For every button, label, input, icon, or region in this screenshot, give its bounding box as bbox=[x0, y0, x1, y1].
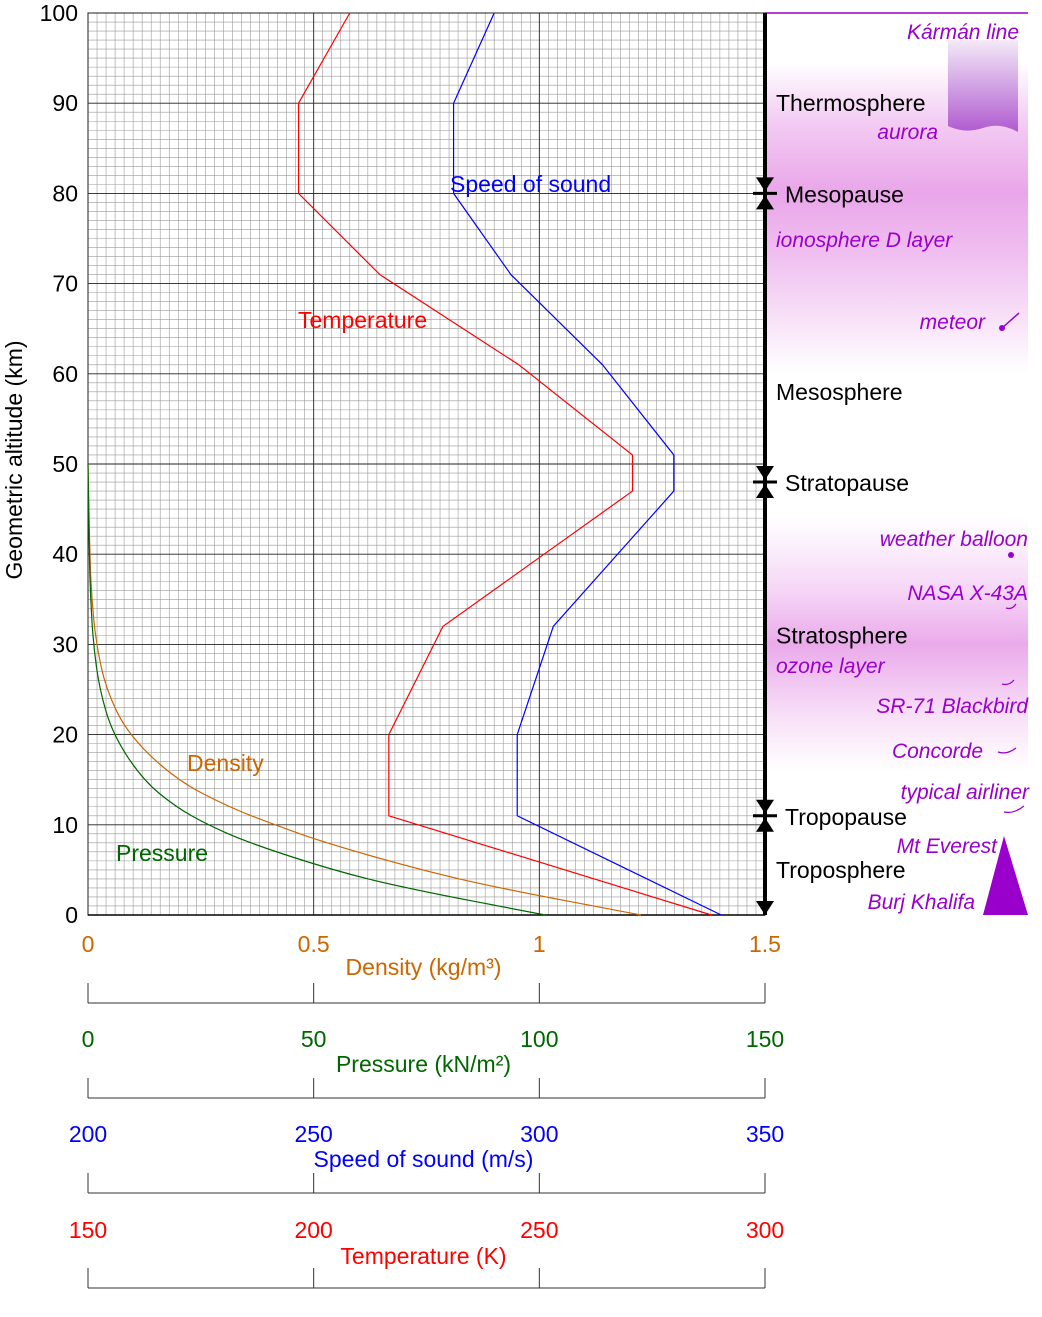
y-tick-label: 80 bbox=[52, 180, 78, 206]
annotation-label: Kármán line bbox=[907, 21, 1019, 44]
mt-everest-icon bbox=[983, 836, 1028, 915]
series-line-temperature bbox=[297, 12, 712, 916]
series-line-density bbox=[87, 463, 641, 916]
meteor-dot-icon bbox=[999, 325, 1005, 331]
layer-label: Mesosphere bbox=[776, 379, 903, 405]
layer-band-fill bbox=[765, 13, 1028, 915]
x-axis-pressure: 0 50 100 150 Pressure (kN/m²) bbox=[82, 1026, 784, 1099]
annotation-label: Concorde bbox=[892, 740, 983, 763]
x-axis-density: 0 0.5 1 1.5 Density (kg/m³) bbox=[82, 931, 781, 1004]
airliner-icon bbox=[1003, 805, 1025, 813]
boundary-label: Stratopause bbox=[785, 470, 909, 496]
y-tick-label: 90 bbox=[52, 90, 78, 116]
series-label-pressure: Pressure bbox=[116, 840, 208, 866]
x-axis-bracket bbox=[87, 983, 766, 1004]
x-axis-speed-of-sound: 200 250 300 350 Speed of sound (m/s) bbox=[69, 1121, 784, 1194]
annotation-label: Mt Everest bbox=[897, 835, 999, 858]
series-label-temperature: Temperature bbox=[298, 307, 427, 333]
altitude-arrow-bottom bbox=[756, 901, 774, 915]
x-tick-label: 100 bbox=[520, 1026, 558, 1052]
sr71-icon bbox=[1001, 679, 1015, 686]
annotation-label: NASA X-43A bbox=[907, 582, 1028, 605]
y-tick-label: 50 bbox=[52, 451, 78, 477]
x-axis-bracket bbox=[87, 1268, 766, 1289]
x-axis-label: Speed of sound (m/s) bbox=[314, 1146, 534, 1172]
x-axis-label: Temperature (K) bbox=[340, 1243, 506, 1269]
y-tick-label: 20 bbox=[52, 722, 78, 748]
annotation-label: weather balloon bbox=[880, 528, 1028, 551]
series-line-pressure bbox=[87, 463, 546, 916]
annotation-label: meteor bbox=[920, 311, 986, 334]
weather-balloon-icon bbox=[1008, 552, 1014, 558]
boundary-arrow-up bbox=[756, 484, 774, 499]
y-tick-label: 70 bbox=[52, 271, 78, 297]
series-lines: Temperature Speed of sound Density Pressure bbox=[87, 12, 722, 916]
x-tick-label: 0 bbox=[82, 931, 95, 957]
meteor-icon bbox=[1001, 312, 1020, 329]
y-tick-label: 30 bbox=[52, 631, 78, 657]
x-axis-temperature: 150 200 250 300 Temperature (K) bbox=[69, 1217, 784, 1289]
x-tick-label: 50 bbox=[301, 1026, 327, 1052]
x-tick-label: 250 bbox=[520, 1217, 558, 1243]
layer-label: Troposphere bbox=[776, 857, 906, 883]
boundary-label: Mesopause bbox=[785, 181, 904, 207]
x-axis-bracket bbox=[87, 1173, 766, 1194]
x-tick-label: 200 bbox=[69, 1121, 107, 1147]
annotation-label: ionosphere D layer bbox=[776, 229, 953, 252]
x-axis-label: Pressure (kN/m²) bbox=[336, 1051, 511, 1077]
x-tick-label: 0.5 bbox=[298, 931, 330, 957]
boundary-arrow-down bbox=[756, 177, 774, 192]
altitude-axis bbox=[753, 13, 777, 915]
layer-band bbox=[765, 12, 1028, 915]
series-line-speed-of-sound bbox=[452, 12, 722, 916]
annotation-label: Burj Khalifa bbox=[868, 891, 975, 914]
layer-label: Thermosphere bbox=[776, 90, 926, 116]
y-tick-label: 100 bbox=[40, 0, 78, 26]
boundary-arrow-up bbox=[756, 817, 774, 832]
y-tick-label: 0 bbox=[65, 902, 78, 928]
x-axes: 0 0.5 1 1.5 Density (kg/m³) 0 50 100 150 Pressure… bbox=[69, 931, 784, 1289]
y-tick-label: 60 bbox=[52, 361, 78, 387]
annotation-label: ozone layer bbox=[776, 655, 886, 678]
aurora-curtain bbox=[948, 40, 1018, 132]
x-tick-label: 250 bbox=[294, 1121, 332, 1147]
layer-label: Stratosphere bbox=[776, 622, 908, 648]
concorde-icon bbox=[997, 747, 1017, 754]
y-axis: Geometric altitude (km) 0 10 20 30 40 50 60 70 8… bbox=[1, 0, 78, 928]
boundary-arrow-down bbox=[756, 466, 774, 481]
x-tick-label: 300 bbox=[520, 1121, 558, 1147]
annotation-label: aurora bbox=[877, 121, 938, 144]
x-tick-label: 0 bbox=[82, 1026, 95, 1052]
y-tick-label: 40 bbox=[52, 541, 78, 567]
x-tick-label: 200 bbox=[294, 1217, 332, 1243]
x-tick-label: 150 bbox=[69, 1217, 107, 1243]
series-label-density: Density bbox=[187, 750, 264, 776]
x-tick-label: 300 bbox=[746, 1217, 784, 1243]
layer-labels: Thermosphere Mesosphere Stratosphere Tropos… bbox=[776, 90, 926, 883]
annotations: Kármán line aurora ionosphere D layer meteo… bbox=[776, 21, 1030, 915]
grid bbox=[87, 12, 766, 916]
x-axis-label: Density (kg/m³) bbox=[346, 954, 502, 980]
x43a-icon bbox=[1005, 603, 1017, 610]
boundary-label: Tropopause bbox=[785, 804, 907, 830]
x-tick-label: 1.5 bbox=[749, 931, 781, 957]
series-label-speed-of-sound: Speed of sound bbox=[450, 171, 611, 197]
y-axis-label: Geometric altitude (km) bbox=[1, 340, 27, 579]
annotation-label: typical airliner bbox=[901, 781, 1030, 804]
x-tick-label: 1 bbox=[533, 931, 546, 957]
boundary-arrow-down bbox=[756, 799, 774, 814]
annotation-label: SR-71 Blackbird bbox=[876, 695, 1029, 718]
y-tick-label: 10 bbox=[52, 812, 78, 838]
boundary-arrow-up bbox=[756, 195, 774, 210]
x-axis-bracket bbox=[87, 1078, 766, 1099]
x-tick-label: 150 bbox=[746, 1026, 784, 1052]
x-tick-label: 350 bbox=[746, 1121, 784, 1147]
